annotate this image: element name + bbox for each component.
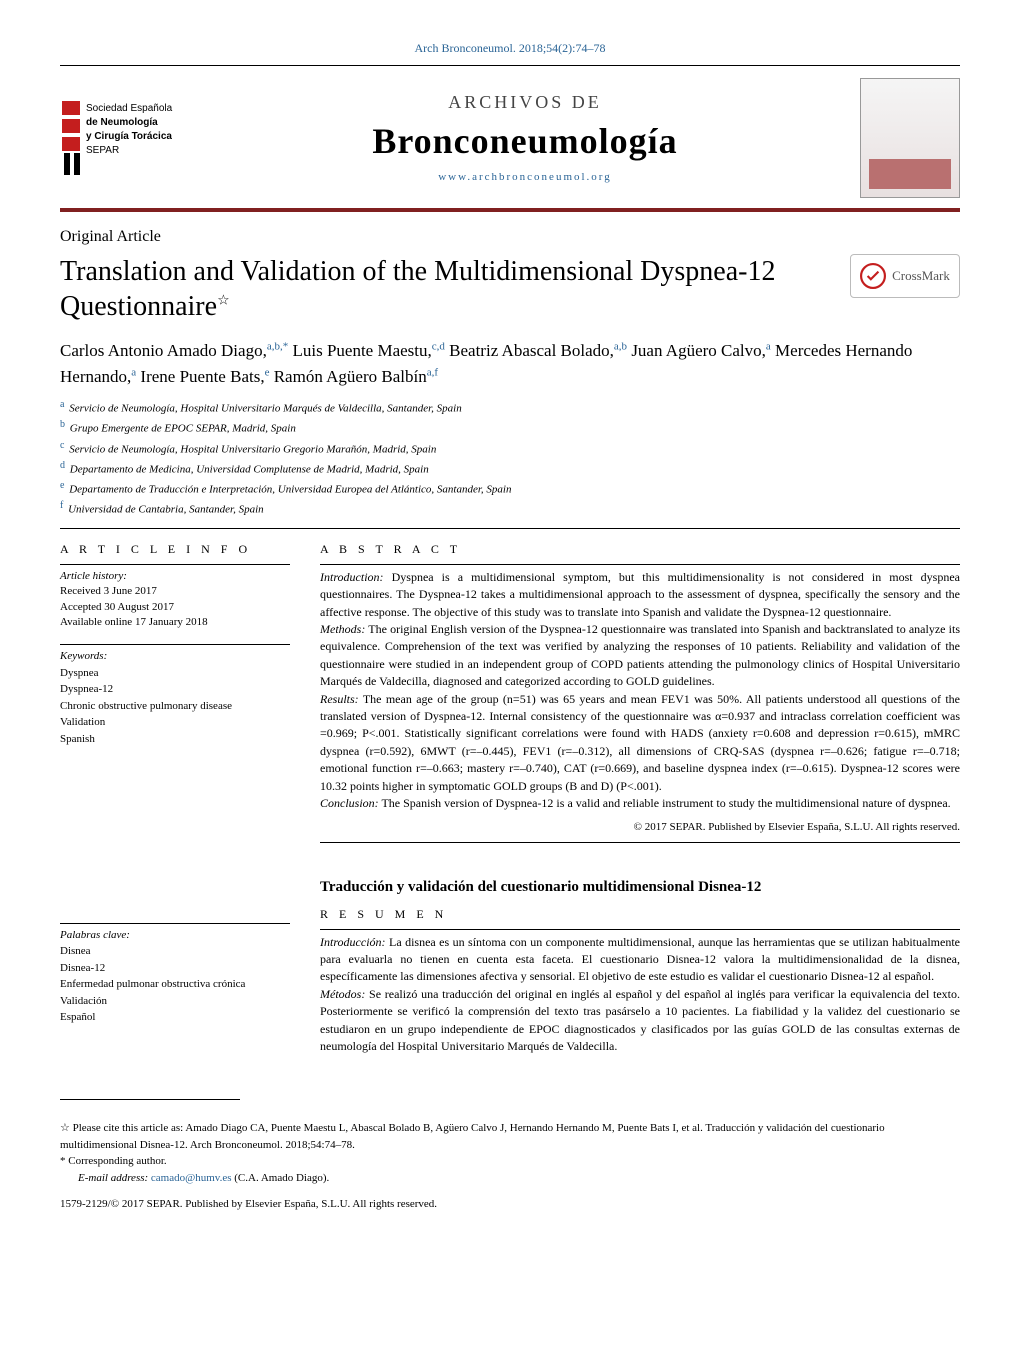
rule-thick	[60, 208, 960, 212]
article-type: Original Article	[60, 226, 960, 248]
abstract-heading: A B S T R A C T	[320, 541, 960, 558]
rule-top	[60, 65, 960, 66]
resumen-body: Introducción: La disnea es un síntoma co…	[320, 934, 960, 1056]
corresponding-email[interactable]: camado@humv.es	[151, 1172, 232, 1184]
journal-title-block: ARCHIVOS DE Bronconeumología www.archbro…	[190, 90, 860, 185]
journal-overline: ARCHIVOS DE	[190, 90, 860, 115]
journal-name: Bronconeumología	[190, 116, 860, 166]
authors-list: Carlos Antonio Amado Diago,a,b,* Luis Pu…	[60, 338, 960, 389]
author: Luis Puente Maestu,c,d	[292, 341, 444, 360]
article-history: Article history: Received 3 June 2017 Ac…	[60, 569, 290, 631]
svg-text:de Neumología: de Neumología	[86, 117, 158, 128]
footer: ☆ Please cite this article as: Amado Dia…	[60, 1120, 960, 1213]
abstract-rule	[320, 564, 960, 565]
society-logo: Sociedad Española de Neumología y Cirugí…	[60, 93, 190, 183]
info-rule	[60, 644, 290, 645]
abstract-body: Introduction: Dyspnea is a multidimensio…	[320, 569, 960, 812]
svg-text:SEPAR: SEPAR	[86, 145, 119, 156]
journal-cover-thumbnail	[860, 78, 960, 198]
abstract-copyright: © 2017 SEPAR. Published by Elsevier Espa…	[320, 820, 960, 835]
palabras-block: Palabras clave: Disnea Disnea-12 Enferme…	[60, 928, 290, 1026]
author: Ramón Agüero Balbína,f	[274, 367, 438, 386]
author: Irene Puente Bats,e	[140, 367, 269, 386]
keywords-block: Keywords: Dyspnea Dyspnea-12 Chronic obs…	[60, 649, 290, 747]
title-footnote-mark: ☆	[217, 294, 230, 309]
resumen-heading: R E S U M E N	[320, 906, 960, 923]
svg-text:y Cirugía Torácica: y Cirugía Torácica	[86, 131, 172, 142]
author: Beatriz Abascal Bolado,a,b	[449, 341, 627, 360]
issn-line: 1579-2129/© 2017 SEPAR. Published by Els…	[60, 1196, 960, 1213]
rule-after-abstract	[320, 842, 960, 843]
info-rule	[60, 564, 290, 565]
resumen-rule	[320, 929, 960, 930]
affiliations: a Servicio de Neumología, Hospital Unive…	[60, 397, 960, 518]
article-title: Translation and Validation of the Multid…	[60, 254, 830, 324]
author: Juan Agüero Calvo,a	[631, 341, 770, 360]
journal-header: Sociedad Española de Neumología y Cirugí…	[60, 70, 960, 206]
journal-url[interactable]: www.archbronconeumol.org	[190, 170, 860, 185]
palabras-rule	[60, 923, 290, 924]
svg-text:Sociedad Española: Sociedad Española	[86, 103, 173, 114]
article-info-heading: A R T I C L E I N F O	[60, 541, 290, 558]
crossmark-icon	[860, 263, 886, 289]
rule-under-aff	[60, 528, 960, 529]
crossmark-badge[interactable]: CrossMark	[850, 254, 960, 298]
resumen-title: Traducción y validación del cuestionario…	[320, 877, 960, 898]
footer-rule	[60, 1099, 240, 1100]
top-citation[interactable]: Arch Bronconeumol. 2018;54(2):74–78	[60, 40, 960, 57]
author: Carlos Antonio Amado Diago,a,b,*	[60, 341, 288, 360]
